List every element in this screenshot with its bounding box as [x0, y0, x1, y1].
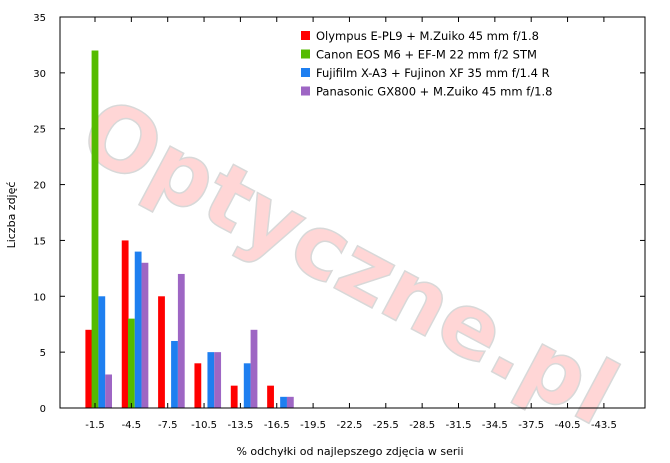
axes-layer: 0 5 10 15 20 25 30 35 -1.5 -4.5 -7.5 -10.5 -13.5 -16.…: [33, 13, 646, 431]
bar-series-4-cat-5: [250, 329, 258, 408]
legend-swatch-2: [301, 49, 310, 59]
x-tick-label: -43.5: [591, 420, 617, 431]
bar-series-2-cat-2: [127, 318, 135, 408]
bar-series-3-cat-3: [171, 340, 178, 408]
x-tick-label: -13.5: [227, 420, 253, 431]
y-tick-label: 30: [33, 69, 46, 80]
legend-label-4: Panasonic GX800 + M.Zuiko 45 mm f/1.8: [316, 85, 552, 99]
y-tick-label: 25: [33, 125, 46, 136]
y-axis-title: Liczba zdjęć: [5, 182, 18, 249]
bar-series-1-cat-2: [121, 240, 129, 408]
bar-series-3-cat-1: [98, 296, 106, 408]
legend: Olympus E-PL9 + M.Zuiko 45 mm f/1.8 Canon…: [301, 29, 552, 99]
legend-label-3: Fujifilm X-A3 + Fujinon XF 35 mm f/1.4 R: [316, 66, 550, 80]
bar-series-4-cat-3: [177, 273, 185, 408]
y-tick-label: 0: [40, 404, 46, 415]
x-tick-label: -22.5: [337, 420, 363, 431]
x-tick-label: -7.5: [158, 420, 178, 431]
y-tick-label: 15: [33, 236, 46, 247]
x-tick-label: -4.5: [122, 420, 142, 431]
x-tick-label: -25.5: [373, 420, 399, 431]
bars-layer: [85, 50, 294, 408]
x-tick-label: -34.5: [482, 420, 508, 431]
bar-series-1-cat-4: [194, 363, 202, 408]
x-tick-label: -1.5: [85, 420, 105, 431]
bar-series-1-cat-1: [85, 329, 93, 408]
x-tick-label: -40.5: [555, 420, 581, 431]
bar-series-3-cat-5: [243, 363, 251, 408]
bar-series-4-cat-2: [141, 262, 149, 408]
x-tick-label: -37.5: [518, 420, 544, 431]
bar-series-1-cat-3: [158, 296, 165, 408]
y-tick-label: 10: [33, 292, 46, 303]
legend-swatch-1: [301, 31, 310, 40]
x-tick-label: -10.5: [191, 420, 217, 431]
legend-swatch-4: [301, 86, 310, 96]
bar-series-3-cat-6: [280, 396, 287, 408]
legend-label-2: Canon EOS M6 + EF-M 22 mm f/2 STM: [316, 48, 537, 62]
bar-series-4-cat-1: [105, 374, 112, 408]
y-tick-label: 35: [33, 13, 46, 24]
bar-series-1-cat-6: [267, 385, 274, 408]
legend-swatch-3: [301, 68, 310, 77]
x-tick-label: -31.5: [446, 420, 472, 431]
bar-series-4-cat-6: [286, 396, 294, 408]
y-tick-label: 20: [33, 181, 46, 192]
x-tick-label: -28.5: [409, 420, 435, 431]
x-axis-title: % odchyłki od najlepszego zdjęcia w seri…: [236, 445, 463, 458]
x-tick-label: -16.5: [264, 420, 290, 431]
bar-series-1-cat-5: [230, 385, 238, 408]
y-tick-label: 5: [40, 348, 46, 359]
x-tick-label: -19.5: [300, 420, 326, 431]
bar-series-3-cat-4: [207, 352, 215, 408]
bar-series-3-cat-2: [134, 251, 142, 408]
bar-series-4-cat-4: [214, 352, 222, 408]
legend-label-1: Olympus E-PL9 + M.Zuiko 45 mm f/1.8: [316, 29, 539, 43]
bar-series-2-cat-1: [91, 50, 99, 408]
plot-frame: [59, 16, 646, 409]
